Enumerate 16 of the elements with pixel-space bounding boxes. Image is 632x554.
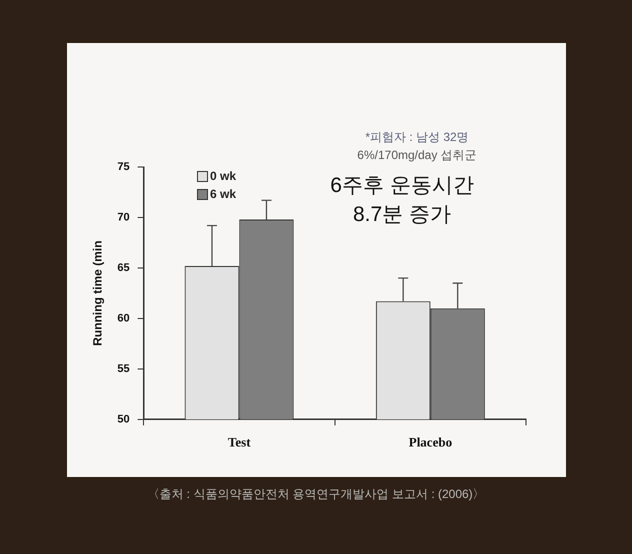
text: *피험자 : 남성 32명 — [365, 130, 469, 144]
x-tick-label: Placebo — [408, 434, 452, 450]
annotation: 8.7분 증가 — [352, 203, 452, 226]
y-tick-label: 65 — [117, 262, 130, 274]
text: 〈출처 : 식품의약품안전처 용역연구개발사업 보고서 : (2006)〉 — [147, 487, 485, 501]
y-axis-title: Running time (min — [90, 240, 105, 346]
y-tick-label: 60 — [117, 312, 130, 324]
x-tick-label: Test — [228, 434, 252, 450]
y-tick-label: 50 — [117, 413, 130, 426]
text: 6%/170mg/day 섭취군 — [357, 148, 477, 162]
annotation: 6주후 운동시간 — [330, 174, 474, 197]
y-tick-label: 55 — [117, 362, 130, 375]
y-tick-label: 75 — [117, 161, 130, 174]
legend-label: 0 wk — [210, 169, 236, 183]
y-tick-label: 70 — [117, 212, 130, 224]
legend-label: 6 wk — [210, 187, 236, 201]
